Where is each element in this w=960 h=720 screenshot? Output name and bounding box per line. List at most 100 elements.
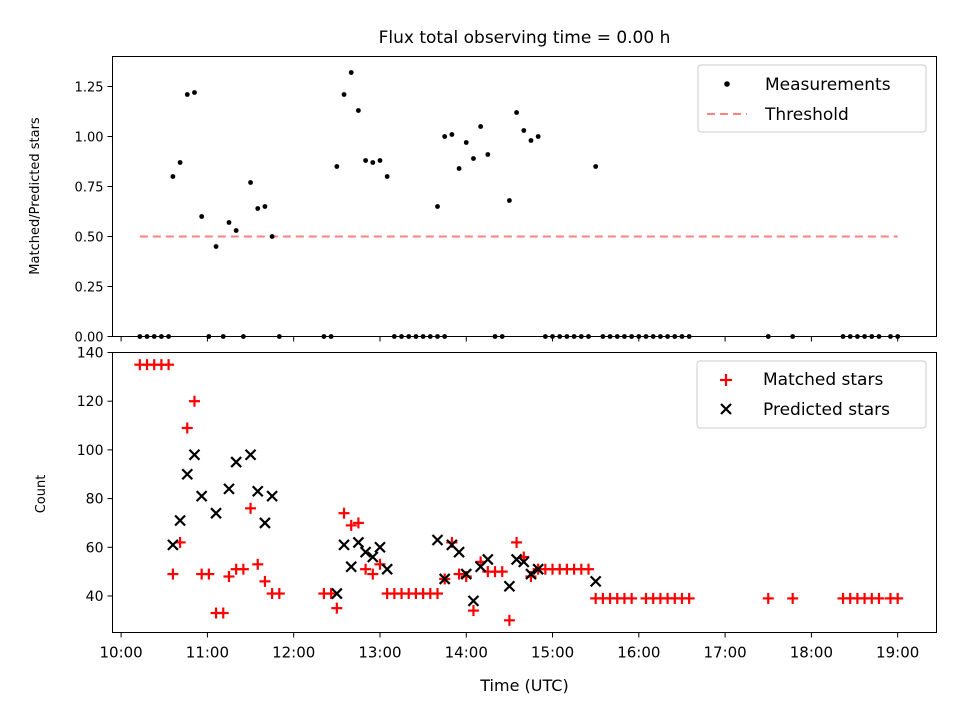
matched-star-point [331,602,343,614]
measurement-point [363,158,368,163]
measurement-point [184,92,190,97]
measurement-point [192,90,197,95]
measurement-point [170,174,176,179]
predicted-star-point [230,456,242,468]
matched-star-point [252,558,264,570]
matched-star-point [181,422,193,434]
matched-star-point [683,592,695,604]
measurement-point [485,152,491,157]
threshold-legend-label: Threshold [764,105,849,125]
predicted-star-point [181,468,194,481]
bottom-y-tick-label: 120 [77,394,104,410]
predicted-star-points [167,448,602,607]
matched-legend-marker [720,374,732,386]
measurement-point [535,134,541,139]
predicted-star-point [244,448,257,461]
bottom-y-tick-label: 100 [77,443,104,459]
measurement-point [213,244,219,249]
matched-star-point [273,588,285,600]
top-y-ticks: 0.00 0.25 0.50 0.75 1.00 1.25 [75,81,113,346]
top-y-tick-label: 1.25 [75,81,104,96]
matched-star-point [503,614,515,626]
top-x-ticks [120,336,899,342]
top-y-tick-label: 0.25 [75,281,104,296]
matched-star-point [467,605,479,617]
matched-star-point [163,359,175,371]
matched-star-point [787,592,799,604]
predicted-star-point [195,490,208,502]
matched-star-point [188,395,200,407]
predicted-star-point [532,563,544,575]
predicted-star-point [210,507,222,519]
predicted-star-point [167,539,179,551]
measurement-point [377,158,383,163]
measurement-point [370,160,376,165]
matched-star-point [223,571,235,582]
measurement-point [463,140,469,145]
bottom-axes-frame [112,352,937,633]
bottom-legend: Matched stars Predicted stars [696,360,927,429]
top-y-tick-label: 1.00 [75,131,104,146]
matched-star-point [892,592,904,604]
measurement-point [226,220,232,225]
predicted-star-point [331,587,343,600]
predicted-star-point [525,568,537,580]
predicted-star-point [345,560,357,573]
bottom-y-tick-label: 80 [86,492,104,508]
bottom-panel: Count Time (UTC) 40 60 80 100 120 140 10:00 11… [34,346,937,695]
predicted-legend-label: Predicted stars [763,400,890,420]
measurement-point [471,156,476,161]
bottom-x-tick-label: 16:00 [617,644,660,662]
measurement-point [199,214,205,219]
measurement-point [528,138,534,143]
top-chart-title: Flux total observing time = 0.00 h [379,28,671,48]
top-y-tick-label: 0.50 [75,231,104,246]
measurements-legend-marker [724,81,730,87]
matched-star-point [203,568,215,580]
predicted-legend-marker [720,403,732,415]
matched-star-point [245,502,257,514]
bottom-x-tick-label: 15:00 [531,644,574,662]
measurement-point [248,180,253,185]
measurements-legend-label: Measurements [765,75,891,95]
measurement-point [593,164,599,169]
predicted-star-point [338,539,350,551]
bottom-x-tick-label: 11:00 [186,644,229,662]
measurement-point [269,234,275,239]
predicted-star-point [266,490,278,502]
top-y-axis-label: Matched/Predicted stars [28,117,43,275]
top-axes-frame [112,56,937,337]
predicted-star-point [352,536,365,549]
bottom-y-axis-label: Count [34,475,49,514]
matched-star-point [873,592,885,604]
predicted-star-point [431,534,444,546]
top-y-tick-label: 0.00 [75,331,104,346]
top-y-tick-label: 0.75 [75,181,104,196]
measurement-point [341,92,347,97]
predicted-star-point [374,541,386,554]
matched-star-point [511,536,523,548]
predicted-star-point [518,556,530,568]
predicted-star-point [482,553,494,566]
top-panel: Flux total observing time = 0.00 h Match… [28,28,937,346]
measurement-point [356,108,361,113]
bottom-y-tick-label: 40 [86,589,104,605]
bottom-y-ticks: 40 60 80 100 120 140 [77,346,113,605]
matched-star-point [167,568,179,580]
predicted-star-point [381,563,393,575]
measurement-point [177,160,183,165]
bottom-y-tick-label: 140 [77,346,104,362]
bottom-x-tick-label: 13:00 [358,644,401,662]
predicted-star-point [438,573,451,585]
predicted-star-point [188,448,201,461]
bottom-x-ticks: 10:00 11:00 12:00 13:00 14:00 15:00 16:00 17:00… [100,632,919,662]
measurement-point [233,228,239,233]
predicted-star-point [503,580,516,593]
measurement-point [507,198,512,203]
measurement-point [478,124,484,129]
measurement-point [262,204,268,209]
predicted-star-point [223,483,235,495]
predicted-star-point [367,551,379,563]
predicted-star-point [259,517,271,529]
